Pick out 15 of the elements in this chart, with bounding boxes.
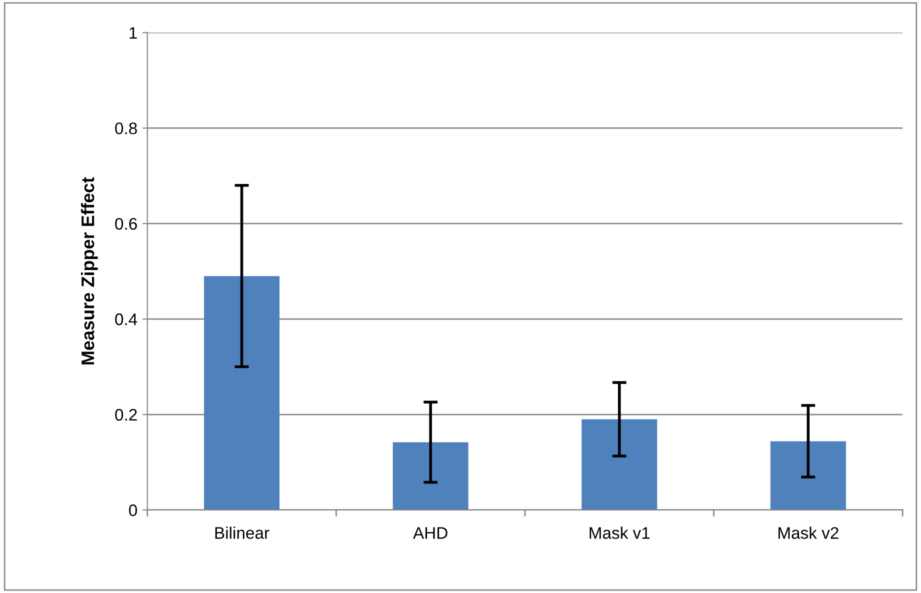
x-tick-label: Mask v1 — [590, 526, 650, 539]
bar — [392, 442, 468, 510]
x-tick-label: Bilinear — [215, 526, 270, 539]
bar — [204, 276, 280, 510]
y-tick-label: 0.8 — [115, 122, 137, 134]
y-tick-label: 0.2 — [115, 408, 137, 421]
y-tick-label: 1 — [130, 27, 137, 39]
y-tick-label: 0.4 — [115, 313, 138, 326]
x-tick-label: Mask v2 — [778, 526, 838, 539]
y-axis-title: Measure Zipper Effect — [80, 177, 98, 364]
y-tick-label: 0 — [129, 504, 137, 516]
x-tick-label: AHD — [413, 527, 448, 539]
bar — [582, 419, 658, 510]
bar — [770, 441, 846, 510]
y-tick-label: 0.6 — [115, 218, 137, 230]
